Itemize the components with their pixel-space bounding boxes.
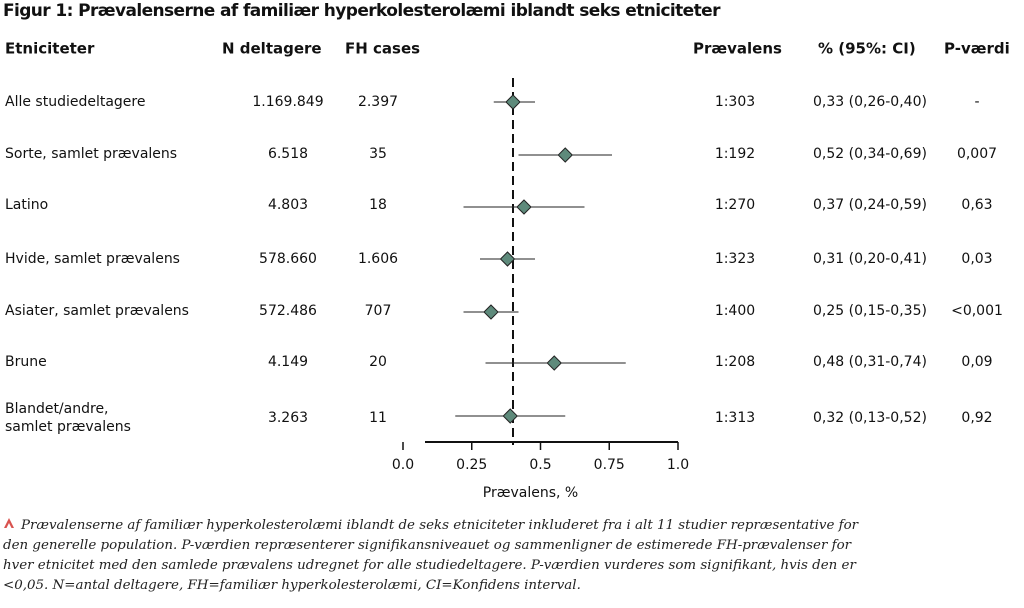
x-tick-label: 1.0	[667, 457, 689, 473]
ci: 0,37 (0,24-0,59)	[813, 197, 927, 213]
row-label: Hvide, samlet prævalens	[5, 251, 180, 267]
p-value: 0,03	[961, 251, 992, 267]
ci: 0,25 (0,15-0,35)	[813, 303, 927, 319]
row-label: Alle studiedeltagere	[5, 94, 146, 110]
fh-cases: 1.606	[358, 251, 398, 267]
row-label: Asiater, samlet prævalens	[5, 303, 189, 319]
figure-title: Figur 1: Prævalenserne af familiær hyper…	[3, 1, 720, 21]
n-participants: 4.149	[268, 354, 308, 370]
prevalence: 1:400	[715, 303, 755, 319]
estimate-marker	[516, 199, 532, 215]
estimate-marker	[546, 355, 562, 371]
ci: 0,48 (0,31-0,74)	[813, 354, 927, 370]
column-header: N deltagere	[222, 40, 322, 58]
column-header: Prævalens	[693, 40, 782, 58]
prevalence: 1:192	[715, 146, 755, 162]
n-participants: 6.518	[268, 146, 308, 162]
fh-cases: 35	[369, 146, 387, 162]
n-participants: 4.803	[268, 197, 308, 213]
ci: 0,32 (0,13-0,52)	[813, 410, 927, 426]
column-header: P-værdi	[944, 40, 1010, 58]
p-value: -	[974, 94, 979, 110]
fh-cases: 18	[369, 197, 387, 213]
prevalence: 1:208	[715, 354, 755, 370]
caption-icon	[4, 518, 14, 528]
fh-cases: 707	[365, 303, 392, 319]
estimate-marker	[502, 408, 518, 424]
n-participants: 578.660	[259, 251, 317, 267]
caption-box: Prævalenserne af familiær hyperkolestero…	[3, 516, 883, 596]
p-value: 0,63	[961, 197, 992, 213]
row-label: Blandet/andre, samlet prævalens	[5, 401, 131, 435]
x-tick-label: 0.5	[529, 457, 551, 473]
column-header: Etniciteter	[5, 40, 95, 58]
ci: 0,31 (0,20-0,41)	[813, 251, 927, 267]
row-label: Brune	[5, 354, 47, 370]
ci: 0,33 (0,26-0,40)	[813, 94, 927, 110]
prevalence: 1:323	[715, 251, 755, 267]
p-value: 0,09	[961, 354, 992, 370]
ci: 0,52 (0,34-0,69)	[813, 146, 927, 162]
prevalence: 1:313	[715, 410, 755, 426]
column-header: FH cases	[345, 40, 420, 58]
prevalence: 1:270	[715, 197, 755, 213]
estimate-marker	[557, 147, 573, 163]
fh-cases: 2.397	[358, 94, 398, 110]
n-participants: 1.169.849	[252, 94, 323, 110]
n-participants: 3.263	[268, 410, 308, 426]
column-header: % (95%: CI)	[818, 40, 916, 58]
p-value: <0,001	[951, 303, 1003, 319]
x-tick-label: 0.25	[456, 457, 487, 473]
caption: Prævalenserne af familiær hyperkolestero…	[3, 518, 859, 593]
p-value: 0,92	[961, 410, 992, 426]
prevalence: 1:303	[715, 94, 755, 110]
p-value: 0,007	[957, 146, 997, 162]
row-label: Sorte, samlet prævalens	[5, 146, 178, 162]
x-axis-label: Prævalens, %	[483, 485, 578, 501]
row-label: Latino	[5, 197, 49, 213]
estimate-marker	[483, 304, 499, 320]
estimate-marker	[499, 251, 516, 267]
fh-cases: 20	[369, 354, 387, 370]
x-tick-label: 0.75	[594, 457, 625, 473]
fh-cases: 11	[369, 410, 387, 426]
estimate-marker	[505, 94, 521, 110]
x-tick-label: 0.0	[392, 457, 414, 473]
n-participants: 572.486	[259, 303, 317, 319]
